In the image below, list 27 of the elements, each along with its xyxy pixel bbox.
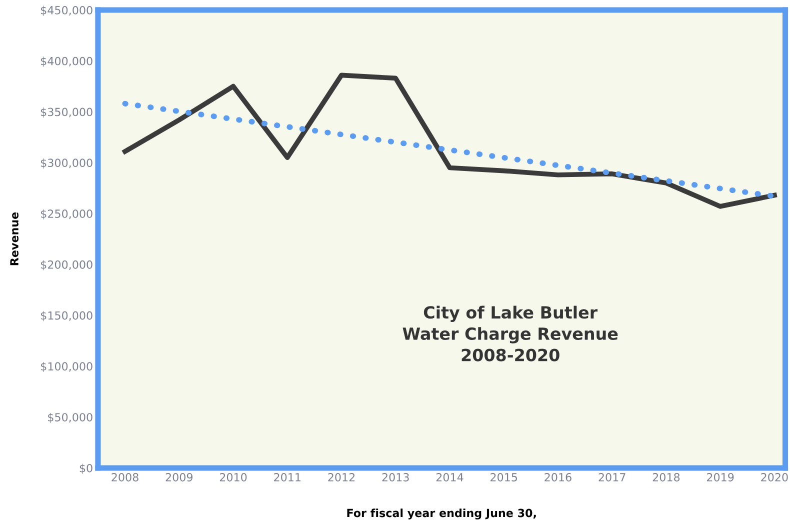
y-tick-label: $350,000 (41, 108, 92, 118)
x-tick-label: 2015 (490, 473, 518, 482)
y-tick-label: $300,000 (41, 158, 92, 169)
x-tick-label: 2018 (652, 473, 680, 482)
y-tick-label: $100,000 (41, 362, 92, 372)
y-axis-title: Revenue (10, 212, 18, 266)
x-tick-label: 2014 (436, 473, 464, 482)
y-tick-label: $150,000 (41, 311, 92, 322)
x-tick-label: 2013 (382, 473, 409, 482)
y-tick-label: $400,000 (41, 56, 92, 67)
x-tick-label: 2012 (328, 473, 355, 482)
x-axis-title: For fiscal year ending June 30, (347, 508, 536, 520)
text: City of Lake Butler Water Charge Revenue 2008-2020 (402, 306, 618, 362)
x-tick-label: 2016 (544, 473, 572, 482)
y-tick-label: $50,000 (48, 412, 92, 423)
x-tick-label: 2020 (761, 473, 788, 482)
y-tick-label: $0 (80, 464, 92, 474)
y-tick-label: $200,000 (41, 260, 92, 270)
y-tick-label: $250,000 (41, 209, 92, 220)
x-tick-label: 2008 (112, 473, 138, 482)
x-tick-label: 2011 (274, 473, 300, 482)
y-tick-label: $450,000 (41, 6, 92, 16)
x-tick-label: 2017 (598, 473, 626, 482)
x-tick-label: 2010 (220, 473, 247, 482)
x-tick-label: 2009 (166, 473, 192, 482)
x-tick-label: 2019 (706, 473, 734, 482)
line-series (122, 72, 777, 209)
